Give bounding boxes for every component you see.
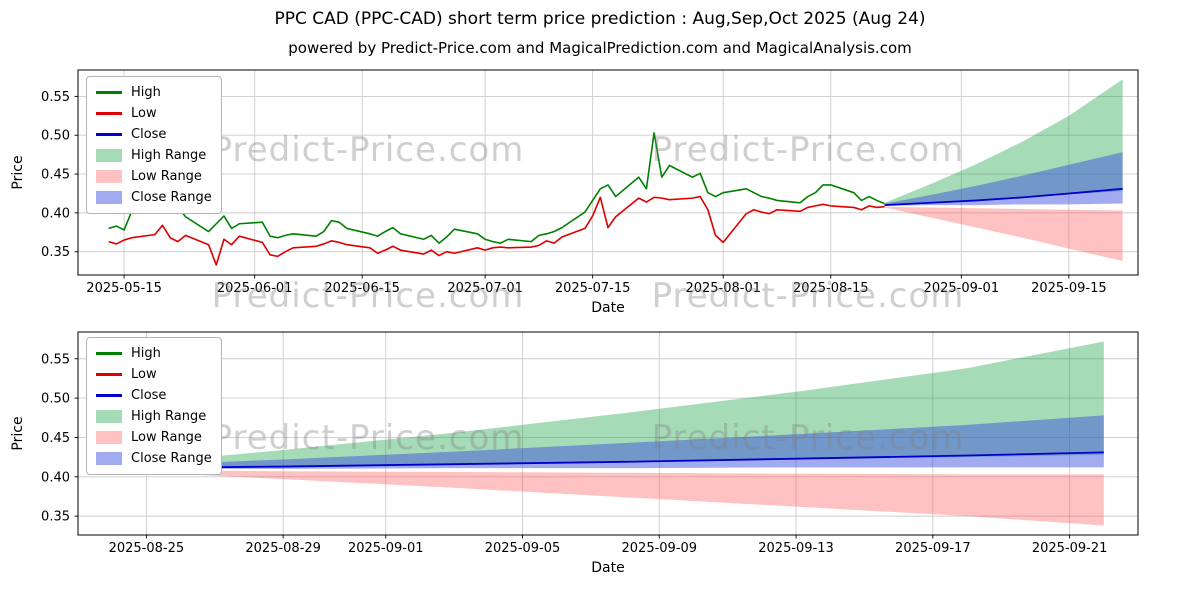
legend-item-high: High <box>96 82 212 103</box>
y-tick-label: 0.40 <box>41 470 70 485</box>
legend-line-swatch <box>96 91 122 94</box>
x-tick-label: 2025-09-21 <box>1032 541 1108 556</box>
close-line <box>884 187 1123 207</box>
legend-patch-swatch <box>96 431 122 444</box>
y-axis-label: Price <box>10 155 26 189</box>
y-tick-label: 0.40 <box>41 206 70 221</box>
legend-line-swatch <box>96 112 122 115</box>
legend-item-label: High <box>131 346 161 361</box>
legend-item-low: Low <box>96 364 212 385</box>
x-tick-label: 2025-07-15 <box>555 281 631 296</box>
high-range-band <box>884 79 1123 205</box>
legend-item-close: Close <box>96 385 212 406</box>
axis-ticks: 2025-05-15 2025-06-01 2025-06-15 2025-07-01… <box>41 90 1107 296</box>
x-tick-label: 2025-08-01 <box>685 281 761 296</box>
high-line <box>108 132 885 244</box>
top-chart-legend: High Low Close High Range Low Range Close Ran… <box>86 76 222 214</box>
x-tick-label: 2025-09-05 <box>485 541 561 556</box>
x-tick-label: 2025-09-01 <box>924 281 1000 296</box>
x-tick-label: 2025-09-09 <box>622 541 698 556</box>
page-title: PPC CAD (PPC-CAD) short term price predi… <box>274 9 926 29</box>
x-tick-label: 2025-09-17 <box>895 541 971 556</box>
top-chart-plot: 2025-05-15 2025-06-01 2025-06-15 2025-07-01… <box>10 69 1139 316</box>
high-range-band <box>112 341 1104 468</box>
axis-ticks: 2025-08-25 2025-08-29 2025-09-01 2025-09-05… <box>41 352 1107 556</box>
y-axis-label: Price <box>10 416 26 450</box>
legend-item-label: High Range <box>131 148 207 163</box>
x-tick-label: 2025-08-15 <box>793 281 869 296</box>
low-range-band <box>884 206 1123 262</box>
x-tick-label: 2025-06-15 <box>324 281 400 296</box>
legend-line-swatch <box>96 394 122 397</box>
x-axis-label: Date <box>591 560 624 576</box>
bottom-chart-legend: High Low Close High Range Low Range Close Ran… <box>86 337 222 475</box>
legend-item-label: Low Range <box>131 169 202 184</box>
legend-item-close-range: Close Range <box>96 187 212 208</box>
x-tick-label: 2025-08-25 <box>109 541 185 556</box>
x-tick-label: 2025-09-15 <box>1031 281 1107 296</box>
close-range-band <box>884 152 1123 206</box>
grid-lines <box>78 332 1138 535</box>
legend-item-close: Close <box>96 124 212 145</box>
legend-item-low: Low <box>96 103 212 124</box>
page-subtitle: powered by Predict-Price.com and Magical… <box>288 39 912 57</box>
legend-item-label: Close Range <box>131 451 212 466</box>
x-tick-label: 2025-06-01 <box>217 281 293 296</box>
close-range-band <box>112 415 1104 469</box>
y-tick-label: 0.35 <box>41 510 70 525</box>
legend-patch-swatch <box>96 452 122 465</box>
legend-line-swatch <box>96 352 122 355</box>
close-line <box>112 451 1104 470</box>
low-range-band <box>112 469 1104 526</box>
top-chart: 2025-05-15 2025-06-01 2025-06-15 2025-07-01… <box>0 62 1200 320</box>
bottom-chart: 2025-08-25 2025-08-29 2025-09-01 2025-09-05… <box>0 325 1200 600</box>
legend-patch-swatch <box>96 410 122 423</box>
x-tick-label: 2025-07-01 <box>447 281 523 296</box>
legend-item-label: Close <box>131 127 167 142</box>
legend-line-swatch <box>96 373 122 376</box>
legend-item-high-range: High Range <box>96 406 212 427</box>
legend-item-label: Low <box>131 367 157 382</box>
y-tick-label: 0.45 <box>41 168 70 183</box>
legend-patch-swatch <box>96 191 122 204</box>
legend-item-label: Close Range <box>131 190 212 205</box>
legend-item-label: Low <box>131 106 157 121</box>
plot-border <box>77 331 1139 536</box>
grid-lines <box>78 70 1138 275</box>
legend-item-low-range: Low Range <box>96 166 212 187</box>
legend-item-label: Low Range <box>131 430 202 445</box>
y-tick-label: 0.45 <box>41 431 70 446</box>
legend-item-close-range: Close Range <box>96 448 212 469</box>
x-tick-label: 2025-05-15 <box>86 281 162 296</box>
x-tick-label: 2025-09-13 <box>758 541 834 556</box>
x-axis-label: Date <box>591 300 624 316</box>
legend-item-high-range: High Range <box>96 145 212 166</box>
y-tick-label: 0.55 <box>41 90 70 105</box>
low-line <box>108 195 885 266</box>
legend-patch-swatch <box>96 170 122 183</box>
x-tick-label: 2025-08-29 <box>245 541 321 556</box>
bottom-chart-plot: 2025-08-25 2025-08-29 2025-09-01 2025-09-05… <box>10 331 1139 576</box>
y-tick-label: 0.50 <box>41 392 70 407</box>
plot-border <box>77 69 1139 276</box>
legend-item-label: High <box>131 85 161 100</box>
legend-item-label: High Range <box>131 409 207 424</box>
x-tick-label: 2025-09-01 <box>348 541 424 556</box>
y-tick-label: 0.55 <box>41 352 70 367</box>
legend-patch-swatch <box>96 149 122 162</box>
legend-item-high: High <box>96 343 212 364</box>
y-tick-label: 0.50 <box>41 129 70 144</box>
legend-line-swatch <box>96 133 122 136</box>
y-tick-label: 0.35 <box>41 245 70 260</box>
legend-item-low-range: Low Range <box>96 427 212 448</box>
legend-item-label: Close <box>131 388 167 403</box>
